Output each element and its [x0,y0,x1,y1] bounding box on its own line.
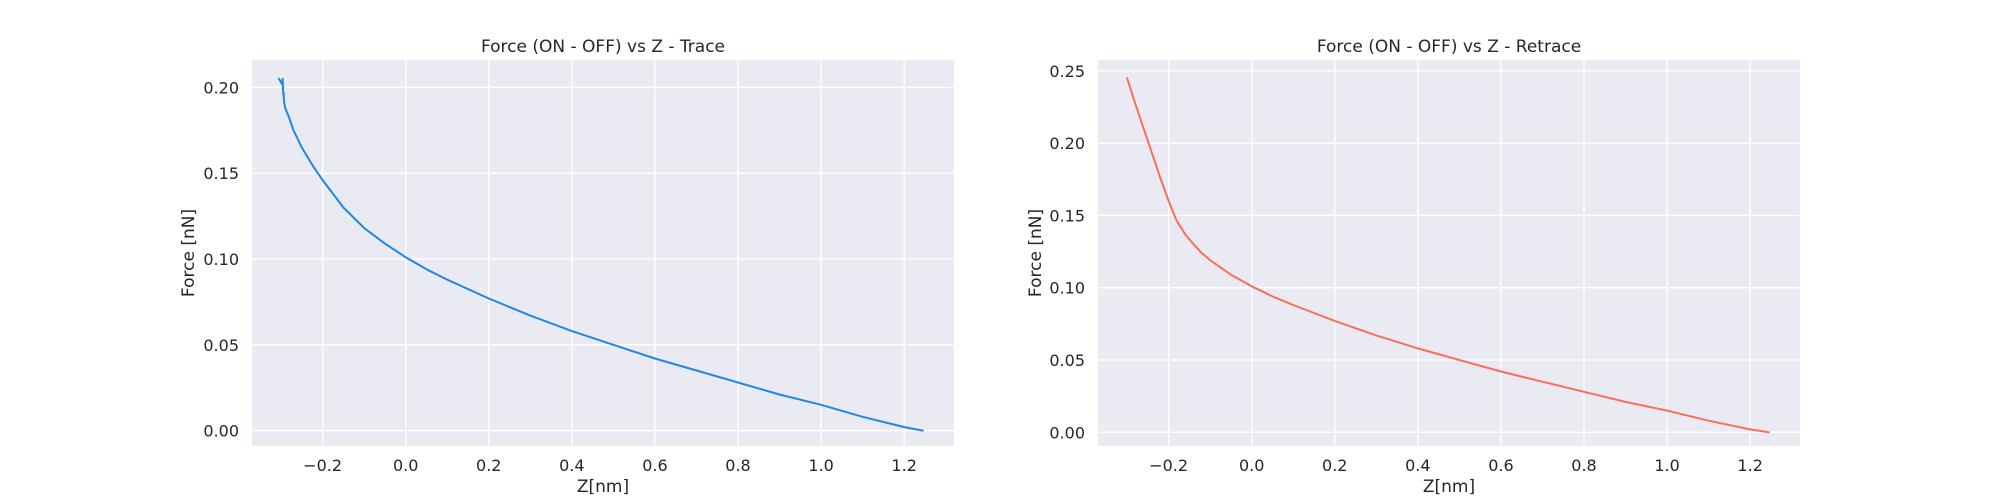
x-tick-labels: −0.2 0.0 0.2 0.4 0.6 0.8 1.0 1.2 [303,456,917,475]
x-axis-label: Z[nm] [1423,477,1475,497]
x-tick-label: 1.2 [891,456,916,475]
x-tick-label: 1.0 [1654,456,1679,475]
y-tick-labels: 0.00 0.05 0.10 0.15 0.20 0.25 [1049,62,1085,442]
y-tick-label: 0.25 [1049,62,1085,81]
grid [252,60,954,446]
x-tick-label: 0.0 [1239,456,1264,475]
x-tick-label: 0.2 [476,456,501,475]
y-axis-label: Force [nN] [179,209,199,297]
series-line [1126,77,1770,434]
y-tick-label: 0.20 [1049,134,1085,153]
x-axis-label: Z[nm] [577,477,629,497]
y-axis-label: Force [nN] [1026,209,1046,297]
x-tick-label: −0.2 [1149,456,1188,475]
x-tick-label: 0.6 [642,456,667,475]
y-tick-label: 0.05 [203,336,239,355]
plot-area [252,60,954,446]
retrace-chart: −0.2 0.0 0.2 0.4 0.6 0.8 1.0 1.2 0.000.050.100.… [1026,37,1800,497]
trace-chart: −0.2 0.0 0.2 0.4 0.6 0.8 1.0 1.2 0.000.050.100.… [179,37,954,497]
x-tick-label: 0.4 [1405,456,1430,475]
grid [1098,60,1800,446]
plot-area [1098,60,1800,446]
x-tick-label: 0.8 [725,456,750,475]
x-tick-label: 1.2 [1737,456,1762,475]
chart-title: Force (ON - OFF) vs Z - Trace [481,37,725,57]
x-tick-label: 0.4 [559,456,584,475]
chart-title: Force (ON - OFF) vs Z - Retrace [1317,37,1581,57]
y-tick-label: 0.00 [203,422,239,441]
x-tick-label: 0.6 [1488,456,1513,475]
y-tick-label: 0.10 [203,250,239,269]
series-line [278,77,924,432]
y-tick-label: 0.10 [1049,279,1085,298]
x-tick-label: −0.2 [303,456,342,475]
series-group [1126,77,1770,434]
x-tick-label: 0.8 [1571,456,1596,475]
y-tick-label: 0.15 [1049,206,1085,225]
y-tick-label: 0.05 [1049,351,1085,370]
x-tick-labels: −0.2 0.0 0.2 0.4 0.6 0.8 1.0 1.2 [1149,456,1763,475]
y-tick-labels: 0.00 0.05 0.10 0.15 0.20 [203,78,239,440]
y-tick-label: 0.15 [203,164,239,183]
y-tick-label: 0.00 [1049,423,1085,442]
x-tick-label: 0.0 [393,456,418,475]
y-tick-label: 0.20 [203,78,239,97]
series-group [278,77,924,432]
x-tick-label: 0.2 [1322,456,1347,475]
x-tick-label: 1.0 [808,456,833,475]
